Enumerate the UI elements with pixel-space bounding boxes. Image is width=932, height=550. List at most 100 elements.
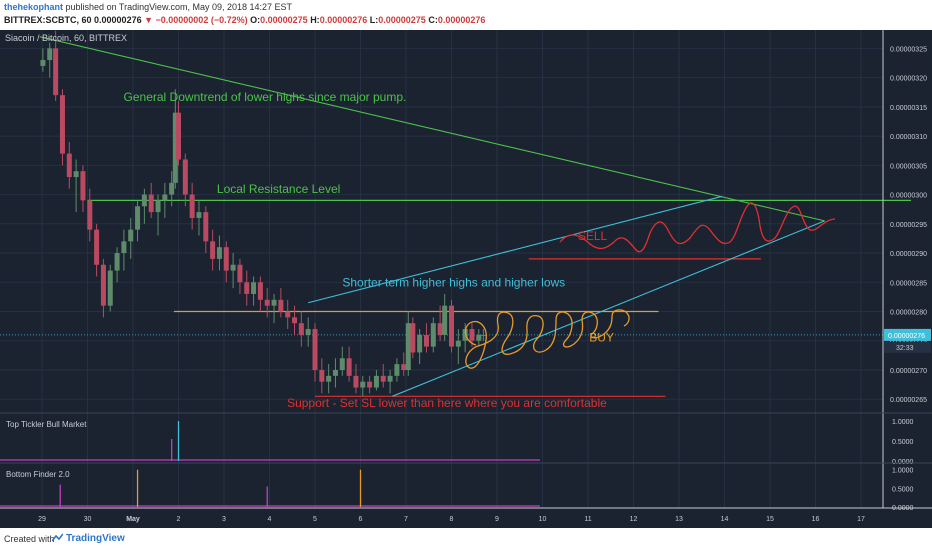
- x-tick-label: 16: [812, 516, 820, 523]
- candle-body: [230, 264, 236, 271]
- candle-body: [285, 311, 291, 318]
- trendline-upper-channel: [308, 195, 723, 304]
- candle-body: [271, 299, 277, 306]
- candle-body: [405, 323, 411, 370]
- chart-title: Siacoin / Bitcoin, 60, BITTREX: [5, 33, 127, 43]
- candle-body: [237, 264, 243, 283]
- x-tick-label: 13: [675, 516, 683, 523]
- y-tick-label: 0.00000280: [890, 310, 927, 317]
- candle-body: [251, 282, 257, 294]
- x-tick-label: 9: [495, 516, 499, 523]
- published-text: published on TradingView.com, May 09, 20…: [65, 2, 293, 12]
- y-tick-label: 0.00000310: [890, 134, 927, 141]
- candle-body: [442, 305, 448, 335]
- x-tick-label: 10: [539, 516, 547, 523]
- y-tick-label: 0.00000270: [890, 368, 927, 375]
- y-tick-label: 0.00000290: [890, 251, 927, 258]
- candle-body: [182, 159, 188, 195]
- low-label: L:: [369, 15, 379, 25]
- close-value: 0.00000276: [437, 15, 486, 25]
- candle-body: [437, 323, 443, 335]
- x-tick-label: 3: [222, 516, 226, 523]
- open-value: 0.00000275: [260, 15, 308, 25]
- candle-body: [373, 375, 379, 388]
- drawings-layer: [464, 202, 836, 369]
- candle-body: [380, 375, 386, 382]
- candle-body: [128, 229, 134, 242]
- candle-body: [40, 60, 46, 66]
- candle-body: [66, 153, 72, 178]
- indicator-y-tick: 1.0000: [892, 468, 914, 475]
- y-tick-label: 0.00000295: [890, 222, 927, 229]
- candle-body: [298, 323, 304, 335]
- candle-body: [176, 112, 181, 160]
- candle-body: [73, 171, 79, 178]
- candle-body: [216, 247, 222, 259]
- current-price-badge: [884, 328, 931, 341]
- candle-body: [319, 369, 325, 382]
- change-value: ▼ −0.00000002 (−0.72%): [144, 15, 248, 25]
- indicator2-title: Bottom Finder 2.0: [6, 470, 70, 479]
- candle-body: [203, 212, 209, 242]
- candle-body: [210, 241, 216, 259]
- candle-body: [401, 364, 407, 370]
- chart-area[interactable]: General Downtrend of lower highs since m…: [0, 30, 932, 528]
- countdown-label: 32:33: [896, 345, 914, 352]
- y-tick-label: 0.00000315: [890, 105, 927, 112]
- annotations-layer: General Downtrend of lower highs since m…: [124, 90, 614, 410]
- candle-body: [155, 200, 161, 213]
- candle-body: [353, 375, 359, 388]
- candle-body: [480, 334, 486, 336]
- candle-body: [394, 364, 400, 376]
- tradingview-brand-link[interactable]: TradingView: [66, 533, 125, 544]
- x-tick-label: 11: [584, 516, 591, 523]
- candle-body: [162, 194, 168, 201]
- chart-svg[interactable]: General Downtrend of lower highs since m…: [0, 30, 932, 528]
- created-with-text: Created with: [4, 534, 55, 544]
- candle-body: [169, 182, 175, 195]
- candle-body: [59, 95, 65, 154]
- candle-body: [121, 241, 127, 254]
- candles-layer: [40, 30, 486, 397]
- indicator-y-tick: 0.5000: [892, 486, 914, 493]
- candle-body: [100, 264, 106, 306]
- sell-wave-drawing: [559, 202, 836, 253]
- username-link[interactable]: thehekophant: [4, 2, 64, 12]
- x-tick-label: 12: [630, 516, 638, 523]
- annotation-text: Support - Set SL lower than here where y…: [287, 396, 607, 410]
- candle-body: [455, 340, 461, 347]
- indicator1-title: Top Tickler Bull Market: [6, 420, 87, 429]
- candle-body: [305, 329, 311, 335]
- candle-body: [244, 282, 250, 294]
- candle-body: [387, 375, 393, 382]
- candle-body: [80, 171, 86, 201]
- annotation-text: SELL: [578, 229, 608, 243]
- trendline-lower-channel: [392, 220, 825, 397]
- candle-body: [107, 270, 113, 306]
- y-tick-label: 0.00000285: [890, 280, 927, 287]
- x-tick-label: 7: [404, 516, 408, 523]
- annotation-text: Shorter term higher highs and higher low…: [342, 275, 565, 289]
- footer: Created with TradingView: [0, 528, 932, 550]
- candle-body: [417, 334, 423, 353]
- trendline-general-downtrend: [39, 36, 825, 222]
- axes-layer: 0.00000325 0.00000320 0.00000315 0.00000310…: [0, 30, 932, 523]
- candle-body: [223, 247, 229, 271]
- annotation-text: BUY: [589, 330, 614, 344]
- candle-body: [410, 323, 416, 353]
- annotation-text: Local Resistance Level: [217, 182, 340, 196]
- candle-body: [87, 200, 93, 230]
- candle-body: [278, 299, 284, 312]
- current-price-label: 0.00000276: [888, 333, 925, 340]
- y-tick-label: 0.00000300: [890, 193, 927, 200]
- annotation-text: General Downtrend of lower highs since m…: [124, 90, 407, 104]
- candle-body: [462, 329, 468, 341]
- x-tick-label: 4: [268, 516, 272, 523]
- buy-loops-drawing: [464, 309, 630, 369]
- x-tick-label: 17: [857, 516, 865, 523]
- low-value: 0.00000275: [378, 15, 426, 25]
- publish-line: thehekophant published on TradingView.co…: [4, 2, 292, 12]
- indicator-y-tick: 0.5000: [892, 439, 914, 446]
- candle-body: [141, 194, 147, 207]
- publish-header: thehekophant published on TradingView.co…: [0, 0, 932, 30]
